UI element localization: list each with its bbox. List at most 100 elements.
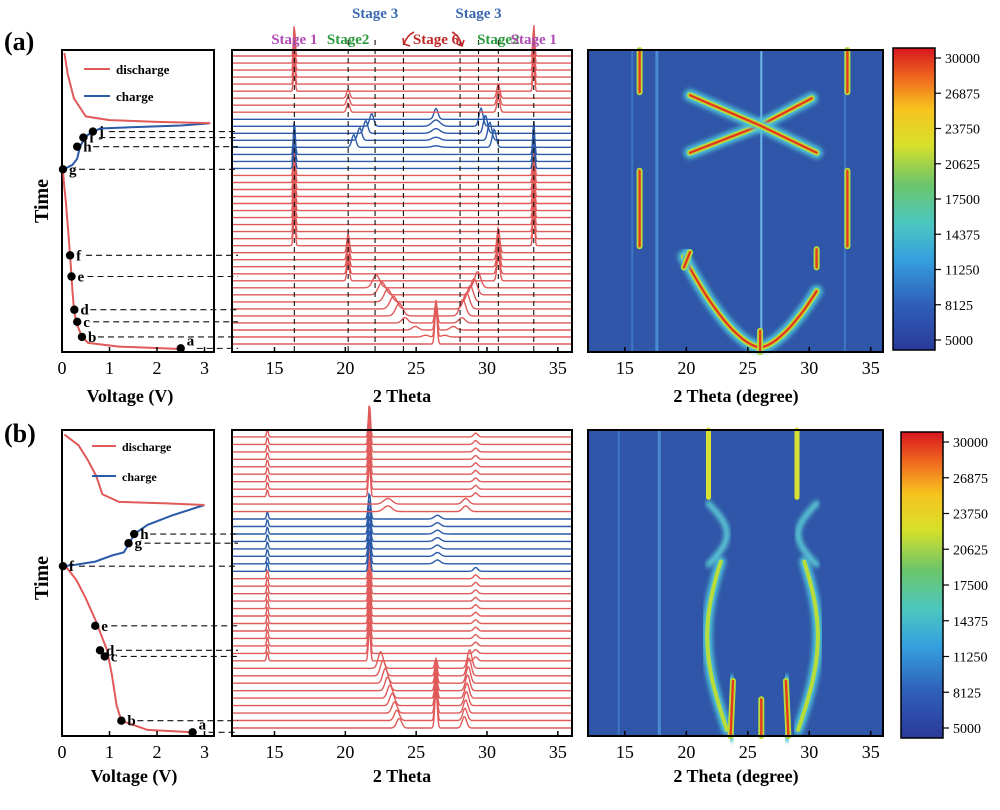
xrd-pattern-a: [232, 184, 572, 219]
panel-label-b: (b): [4, 419, 36, 448]
xrd-pattern-b: [232, 678, 572, 707]
xrd-pattern-b: [232, 539, 572, 572]
heatmap-b-features: [617, 427, 823, 742]
xrd-pattern-b: [232, 529, 572, 557]
xrd-pattern-b: [232, 689, 572, 729]
stage-label: Stage 3: [455, 6, 501, 22]
xrd-plot-b-frame: [231, 429, 573, 737]
heatmap-a: 15 20 25 30 35 2 Theta (degree): [587, 44, 884, 407]
state-point-f: [58, 561, 68, 571]
xrd-pattern-a: [232, 292, 572, 310]
xrd-pattern-a: [232, 191, 572, 226]
colorbar-tick-label: 20625: [953, 543, 988, 558]
xrd-pattern-b: [232, 554, 572, 587]
xrd-pattern-b: [232, 584, 572, 617]
xrd-pattern-a: [232, 128, 572, 163]
heatmap-b-xlabel: 2 Theta (degree): [673, 766, 798, 787]
xrd-pattern-b: [232, 686, 572, 722]
heatmap-b-frame: [587, 429, 884, 737]
stage-label: Stage 1: [271, 32, 317, 48]
heatmap-a-features: [631, 44, 854, 358]
xrd-pattern-a: [232, 107, 572, 120]
xrd-pattern-a: [232, 198, 572, 233]
xrd-pattern-a: [232, 205, 572, 240]
xrd-pattern-b: [232, 670, 572, 692]
xrd-pattern-b: [232, 450, 572, 483]
xrd-plot-b-connectors: [78, 533, 238, 733]
stage-label: Stage2: [477, 32, 520, 48]
state-point-label-a: a: [199, 717, 207, 733]
voltage-xtick-label: 0: [58, 742, 67, 762]
heatmap-b-upper-left: [705, 500, 730, 568]
colorbar-tick-label: 26875: [945, 87, 980, 102]
state-point-label-g: g: [69, 162, 77, 178]
state-point-label-e: e: [78, 270, 85, 286]
voltage-xtick-label: 3: [200, 742, 209, 762]
state-point-a: [188, 728, 197, 737]
colorbar-tick-label: 20625: [945, 158, 980, 173]
xrd-pattern-b: [232, 547, 572, 580]
state-point-h: [73, 142, 82, 151]
voltage-plot-b-xlabel: Voltage (V): [91, 766, 178, 787]
state-point-f: [65, 251, 75, 260]
xrd-plot-a-patterns: [232, 25, 572, 345]
colorbar-tick-label: 30000: [945, 52, 980, 67]
state-point-label-g: g: [135, 536, 143, 552]
xrd-pattern-b: [232, 457, 572, 490]
voltage-xtick-label: 1: [105, 742, 114, 762]
xrd-pattern-b: [232, 591, 572, 625]
xrd-pattern-b: [232, 505, 572, 513]
state-point-b: [77, 332, 87, 342]
xrd-pattern-b: [232, 621, 572, 655]
heatmap-xtick-label: 25: [739, 358, 757, 378]
voltage-xtick-label: 2: [153, 358, 162, 378]
xrd-pattern-b: [232, 420, 572, 453]
legend-label-discharge-a: discharge: [116, 62, 170, 77]
colorbar-a-ticks: 30000 26875 23750 20625 17500 14375 11250 8125 5…: [935, 52, 980, 349]
state-point-label-f: f: [76, 248, 82, 264]
xrd-plot-a-frame: [231, 49, 573, 353]
stage2-left-core: [682, 251, 692, 269]
xrd-xtick-label: 35: [549, 742, 567, 762]
xrd-pattern-b: [232, 412, 572, 446]
colorbar-b: 30000 26875 23750 20625 17500 14375 11250 8125 5…: [900, 431, 988, 739]
colorbar-b-gradient: [900, 431, 944, 739]
heatmap-b-left-spot-core: [729, 679, 735, 738]
discharge-bowl-core: [682, 255, 818, 349]
voltage-plot-a: a bcd ef ghi j 0 1 2 3 discharge charge Time Vo…: [31, 49, 215, 407]
xrd-pattern-a: [232, 25, 572, 57]
xrd-pattern-a: [232, 39, 572, 71]
colorbar-tick-label: 8125: [953, 686, 981, 701]
xrd-pattern-b: [232, 649, 572, 669]
state-point-e: [67, 272, 76, 281]
stage6-arrow-right: [451, 31, 463, 47]
xrd-pattern-a: [232, 114, 572, 134]
colorbar-a: 30000 26875 23750 20625 17500 14375 11250 8125 5…: [892, 47, 980, 351]
legend-label-discharge-b: discharge: [122, 440, 172, 454]
xrd-pattern-b: [232, 656, 572, 677]
colorbar-tick-label: 17500: [953, 579, 988, 594]
xrd-plot-b: 15 20 25 30 35 2 Theta: [78, 405, 573, 786]
xrd-xtick-label: 35: [549, 358, 567, 378]
state-point-label-b: b: [127, 714, 135, 730]
colorbar-tick-label: 30000: [953, 436, 988, 451]
xrd-pattern-a: [232, 307, 572, 345]
xrd-pattern-b: [232, 499, 572, 528]
stage-label: Stage 3: [352, 6, 398, 22]
xrd-pattern-a: [232, 253, 572, 282]
xrd-pattern-b: [232, 442, 572, 475]
xrd-pattern-a: [232, 305, 572, 338]
xrd-pattern-a: [232, 284, 572, 303]
stage6-arrowhead-right: [456, 39, 465, 48]
voltage-plot-a-xticks: 0 1 2 3: [58, 347, 209, 378]
state-point-e: [91, 621, 100, 631]
xrd-plot-b-xlabel: 2 Theta: [373, 766, 431, 786]
heatmap-xtick-label: 25: [739, 742, 757, 762]
colorbar-tick-label: 5000: [945, 334, 973, 349]
state-point-label-h: h: [140, 527, 149, 543]
xrd-xtick-label: 15: [266, 742, 284, 762]
xrd-pattern-a: [232, 89, 572, 106]
xrd-pattern-a: [232, 106, 572, 127]
